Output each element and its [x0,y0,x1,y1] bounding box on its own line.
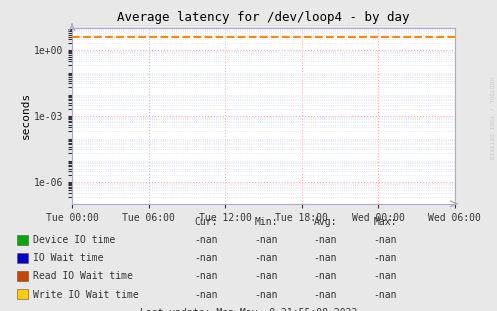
Text: Cur:: Cur: [194,217,218,227]
Text: -nan: -nan [373,290,397,299]
Text: Write IO Wait time: Write IO Wait time [33,290,139,299]
Text: Min:: Min: [254,217,278,227]
Text: Last update: Mon May  8 21:55:08 2023: Last update: Mon May 8 21:55:08 2023 [140,308,357,311]
Text: -nan: -nan [254,235,278,245]
Text: -nan: -nan [194,272,218,281]
Text: -nan: -nan [254,253,278,263]
Text: -nan: -nan [314,235,337,245]
Text: -nan: -nan [314,290,337,299]
Y-axis label: seconds: seconds [21,92,31,139]
Text: IO Wait time: IO Wait time [33,253,104,263]
Text: -nan: -nan [194,290,218,299]
Text: -nan: -nan [373,272,397,281]
Text: -nan: -nan [373,235,397,245]
Text: Max:: Max: [373,217,397,227]
Text: -nan: -nan [254,290,278,299]
Text: RRDTOOL / TOBI OETIKER: RRDTOOL / TOBI OETIKER [488,77,493,160]
Text: -nan: -nan [373,253,397,263]
Text: Avg:: Avg: [314,217,337,227]
Text: -nan: -nan [194,235,218,245]
Text: -nan: -nan [314,272,337,281]
Title: Average latency for /dev/loop4 - by day: Average latency for /dev/loop4 - by day [117,11,410,24]
Text: -nan: -nan [254,272,278,281]
Text: Device IO time: Device IO time [33,235,115,245]
Text: -nan: -nan [194,253,218,263]
Text: -nan: -nan [314,253,337,263]
Text: Read IO Wait time: Read IO Wait time [33,272,133,281]
